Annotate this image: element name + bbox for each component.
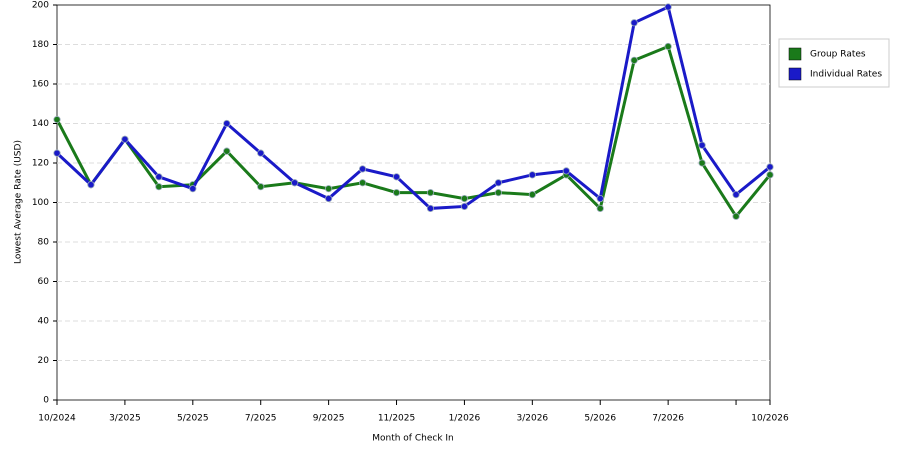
legend-label: Individual Rates <box>810 70 882 80</box>
y-axis-label: Lowest Average Rate (USD) <box>14 140 24 264</box>
x-tick-label: 9/2025 <box>313 414 345 424</box>
x-tick-label: 10/2026 <box>751 414 789 424</box>
x-tick-label: 11/2025 <box>378 414 415 424</box>
data-point <box>121 135 129 143</box>
data-point <box>155 173 163 181</box>
y-tick-label: 80 <box>38 238 50 248</box>
data-point <box>562 167 570 175</box>
data-point <box>358 165 367 173</box>
data-point <box>732 191 740 199</box>
data-point <box>257 149 265 157</box>
data-point <box>528 171 536 179</box>
x-tick-label: 3/2025 <box>109 414 141 424</box>
data-point <box>460 194 469 203</box>
data-point <box>664 3 672 11</box>
x-tick-label: 3/2026 <box>516 414 548 424</box>
x-tick-label: 1/2026 <box>449 414 481 424</box>
data-point <box>494 179 502 187</box>
legend-swatch <box>788 67 802 81</box>
y-tick-label: 160 <box>32 80 49 90</box>
data-point <box>223 147 231 155</box>
data-point <box>223 119 231 128</box>
data-point <box>358 179 367 187</box>
data-point <box>392 189 401 197</box>
data-point <box>460 202 469 211</box>
y-tick-label: 180 <box>32 40 49 50</box>
x-tick-label: 5/2025 <box>177 414 209 424</box>
data-point <box>630 19 638 27</box>
data-point <box>426 189 435 197</box>
data-point <box>766 171 774 179</box>
data-point <box>87 181 95 189</box>
data-point <box>155 183 163 191</box>
data-point <box>426 204 435 213</box>
data-point <box>596 194 604 203</box>
x-tick-label: 7/2025 <box>245 414 277 424</box>
data-point <box>698 141 706 149</box>
data-point <box>53 115 61 124</box>
data-point <box>325 185 333 193</box>
legend-swatch <box>788 47 802 61</box>
x-tick-label: 10/2024 <box>38 414 76 424</box>
data-point <box>630 56 638 64</box>
data-point <box>698 159 706 167</box>
data-point <box>53 149 61 157</box>
data-point <box>291 179 299 187</box>
y-tick-label: 20 <box>38 356 50 366</box>
data-point <box>392 173 401 181</box>
x-tick-label: 5/2026 <box>584 414 616 424</box>
y-tick-label: 60 <box>38 277 50 287</box>
y-tick-label: 200 <box>32 1 49 11</box>
data-point <box>596 204 604 213</box>
x-axis-label: Month of Check In <box>372 434 454 444</box>
y-tick-label: 0 <box>43 396 49 406</box>
data-point <box>528 191 536 199</box>
data-point <box>325 194 333 203</box>
data-point <box>664 42 672 51</box>
data-point <box>257 183 265 191</box>
data-point <box>766 163 774 171</box>
data-point <box>189 185 197 193</box>
data-point <box>494 189 502 197</box>
legend-label: Group Rates <box>810 50 866 60</box>
y-tick-label: 140 <box>32 119 49 129</box>
data-point <box>732 212 740 220</box>
y-tick-label: 40 <box>38 317 50 327</box>
series-line <box>55 4 771 210</box>
x-tick-label: 7/2026 <box>652 414 684 424</box>
y-tick-label: 120 <box>32 159 49 169</box>
y-tick-label: 100 <box>32 198 49 208</box>
